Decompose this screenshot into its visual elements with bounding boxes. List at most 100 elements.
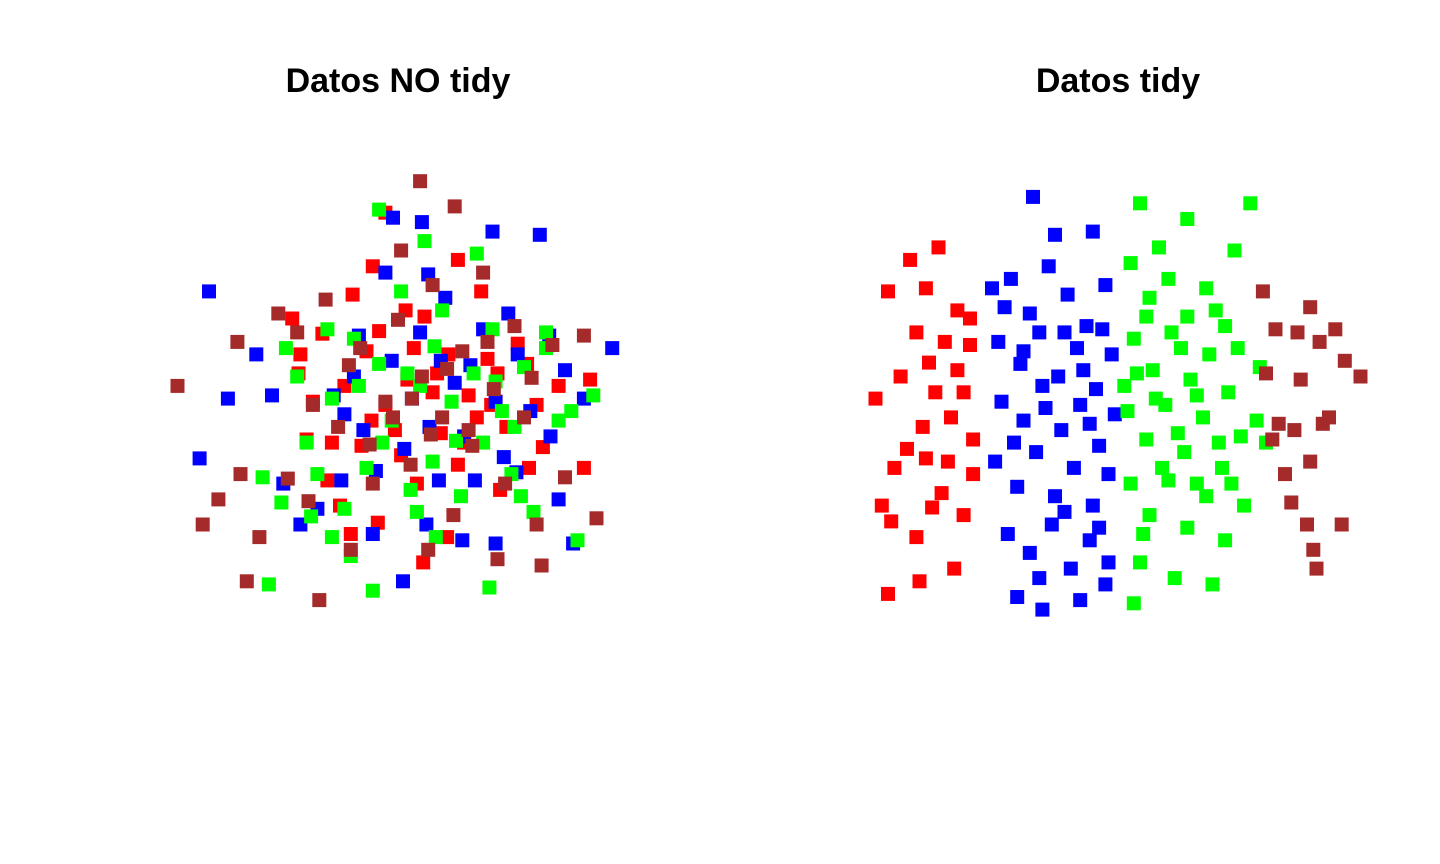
data-point bbox=[1038, 401, 1053, 415]
data-point bbox=[551, 413, 566, 428]
data-point bbox=[1041, 259, 1056, 274]
data-point bbox=[485, 224, 500, 239]
data-point bbox=[963, 311, 977, 326]
data-point bbox=[469, 246, 484, 261]
data-point bbox=[1054, 423, 1069, 438]
data-point bbox=[517, 410, 531, 425]
data-point bbox=[274, 495, 289, 510]
data-point bbox=[1199, 489, 1214, 504]
data-point bbox=[417, 309, 432, 324]
scatter-points bbox=[170, 174, 620, 608]
data-point bbox=[947, 561, 962, 576]
data-point bbox=[239, 574, 254, 589]
data-point bbox=[1142, 290, 1157, 305]
data-point bbox=[1129, 366, 1144, 381]
data-point bbox=[394, 284, 409, 299]
data-point bbox=[909, 325, 924, 340]
data-point bbox=[1170, 426, 1185, 441]
data-point bbox=[271, 306, 286, 321]
data-point bbox=[1007, 435, 1021, 450]
data-point bbox=[1016, 413, 1031, 428]
data-point bbox=[1016, 344, 1031, 359]
data-point bbox=[498, 476, 513, 491]
data-point bbox=[985, 281, 999, 296]
data-point bbox=[1010, 590, 1025, 604]
data-point bbox=[293, 347, 308, 362]
data-point bbox=[1092, 520, 1107, 535]
data-point bbox=[428, 530, 443, 545]
data-point bbox=[450, 252, 465, 267]
data-point bbox=[940, 454, 955, 469]
data-point bbox=[963, 338, 977, 352]
data-point bbox=[1155, 460, 1170, 475]
data-point bbox=[950, 303, 965, 318]
data-point bbox=[517, 360, 531, 375]
data-point bbox=[1070, 341, 1084, 356]
data-point bbox=[510, 347, 525, 362]
data-point bbox=[417, 234, 432, 249]
data-point bbox=[435, 303, 450, 318]
data-point bbox=[1211, 435, 1226, 450]
data-point bbox=[551, 378, 566, 393]
data-point bbox=[1048, 227, 1062, 242]
data-point bbox=[564, 404, 579, 419]
data-point bbox=[461, 388, 476, 403]
data-point bbox=[586, 388, 601, 403]
data-point bbox=[1032, 325, 1047, 340]
data-point bbox=[425, 385, 440, 400]
data-point bbox=[419, 517, 434, 532]
data-point bbox=[513, 489, 528, 504]
data-point bbox=[404, 391, 419, 406]
data-point bbox=[570, 533, 585, 548]
data-point bbox=[485, 322, 500, 337]
data-point bbox=[482, 580, 497, 595]
data-point bbox=[1183, 372, 1198, 387]
data-point bbox=[416, 555, 431, 570]
data-point bbox=[1224, 476, 1239, 491]
data-point bbox=[345, 287, 360, 302]
data-point bbox=[446, 508, 461, 523]
data-point bbox=[997, 300, 1012, 315]
data-point bbox=[413, 325, 428, 340]
data-point bbox=[304, 509, 319, 524]
data-point bbox=[285, 311, 300, 326]
data-point bbox=[421, 542, 436, 557]
data-point bbox=[1189, 476, 1204, 491]
data-point bbox=[435, 410, 450, 425]
data-point bbox=[535, 440, 550, 455]
data-point bbox=[1076, 363, 1091, 378]
data-point bbox=[900, 441, 914, 456]
data-point bbox=[1098, 278, 1113, 293]
data-point bbox=[1000, 527, 1015, 541]
data-point bbox=[1073, 593, 1088, 608]
data-point bbox=[320, 322, 335, 337]
data-point bbox=[409, 504, 424, 519]
data-point bbox=[1085, 224, 1100, 239]
data-point bbox=[1136, 527, 1151, 541]
data-point bbox=[486, 382, 501, 397]
data-point bbox=[466, 366, 481, 381]
data-point bbox=[1164, 325, 1179, 340]
data-point bbox=[391, 312, 405, 327]
data-point bbox=[447, 375, 462, 390]
data-point bbox=[1334, 517, 1349, 532]
data-point bbox=[480, 334, 495, 349]
data-point bbox=[966, 432, 981, 447]
data-point bbox=[526, 504, 541, 519]
data-point bbox=[293, 517, 308, 532]
data-point bbox=[576, 460, 591, 475]
data-point bbox=[427, 339, 442, 354]
data-point bbox=[359, 460, 374, 475]
data-point bbox=[1255, 284, 1270, 299]
data-point bbox=[1221, 385, 1236, 400]
data-point bbox=[1353, 369, 1368, 384]
data-point bbox=[887, 460, 902, 475]
data-point bbox=[1227, 243, 1242, 258]
data-point bbox=[1167, 571, 1182, 586]
data-point bbox=[1161, 473, 1176, 488]
data-point bbox=[406, 341, 421, 356]
data-point bbox=[280, 471, 295, 486]
data-point bbox=[1126, 596, 1141, 611]
data-point bbox=[423, 427, 438, 442]
